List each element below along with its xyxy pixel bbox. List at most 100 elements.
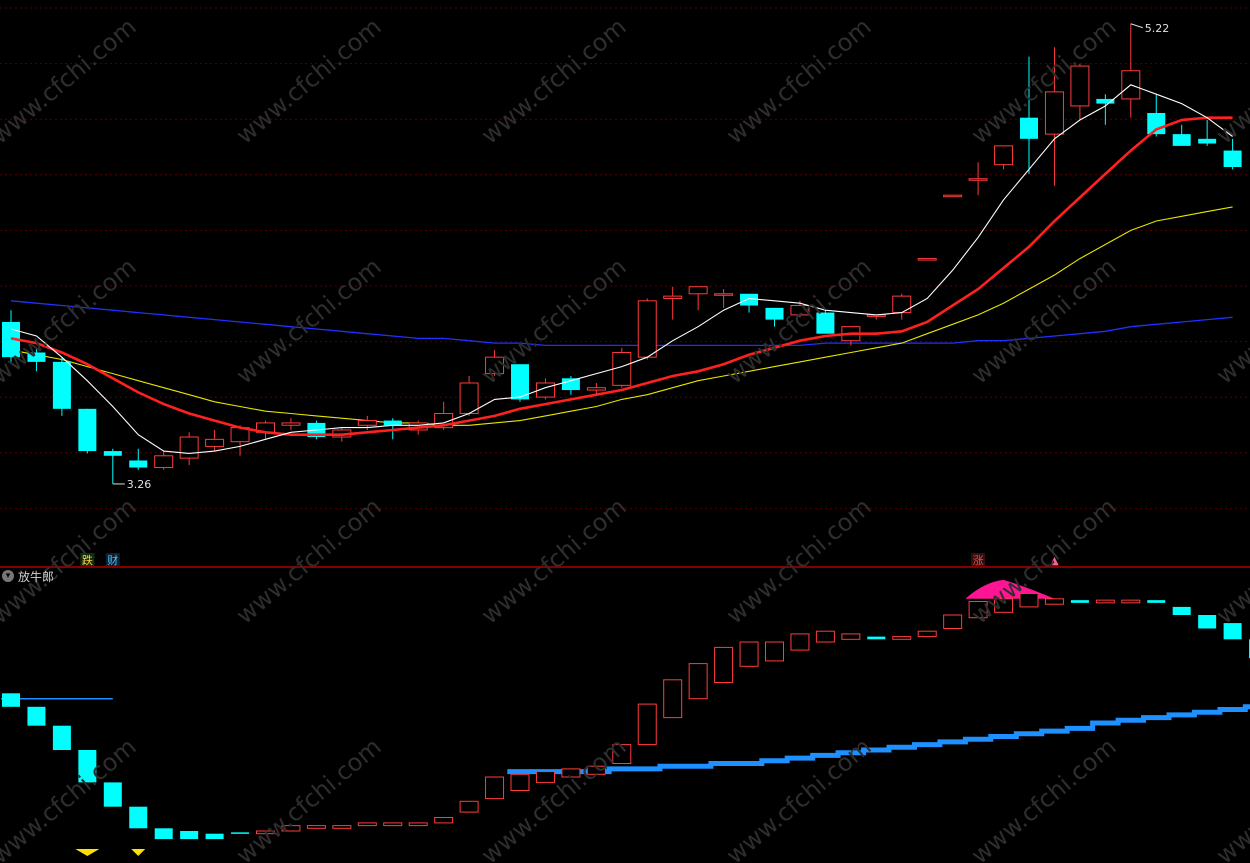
candle <box>1172 124 1191 146</box>
candle <box>612 347 632 388</box>
candle-body <box>511 364 529 400</box>
candle-body <box>52 361 71 409</box>
candle-body <box>663 295 683 299</box>
candle-body <box>688 286 708 295</box>
candle-body <box>561 378 580 391</box>
signal-badge <box>105 553 120 566</box>
signal-label: 跌 <box>82 553 93 567</box>
indicator-bar <box>1095 599 1115 604</box>
bottom-signal-marker <box>131 849 146 856</box>
indicator-header[interactable]: ▾ 放牛郎 <box>2 568 54 584</box>
indicator-bar <box>180 831 199 840</box>
candle-body <box>917 258 937 261</box>
indicator-bar <box>408 822 428 827</box>
indicator-bar <box>1198 615 1217 629</box>
candle <box>637 298 657 360</box>
bottom-signal-marker <box>75 849 100 856</box>
indicator-bar <box>1070 600 1089 603</box>
candle-body <box>816 312 835 334</box>
indicator-bar <box>2 693 20 707</box>
candle <box>917 258 937 261</box>
indicator-bar <box>78 750 97 783</box>
indicator-bar <box>968 601 988 619</box>
candle-body <box>1020 117 1038 139</box>
indicator-bar <box>205 833 224 840</box>
candle-body <box>27 352 46 362</box>
candle-body <box>1096 98 1115 104</box>
indicator-bar <box>510 773 530 791</box>
indicator-bar <box>943 614 963 629</box>
candle <box>103 448 122 484</box>
ma10-line <box>10 116 1233 437</box>
candle <box>485 350 505 376</box>
indicator-bar <box>637 703 657 746</box>
ma20-line <box>10 206 1233 426</box>
indicator-bar <box>994 598 1014 613</box>
candle-body <box>1198 138 1217 144</box>
candle <box>586 383 606 395</box>
candle <box>511 364 529 402</box>
signal-badge <box>80 553 95 566</box>
indicator-bar <box>154 828 173 840</box>
indicator-bar <box>586 765 606 775</box>
candle-body <box>103 451 122 456</box>
candle-body <box>637 300 657 358</box>
indicator-bar <box>256 830 275 835</box>
candle <box>994 145 1014 170</box>
indicator-bar <box>103 782 122 807</box>
indicator-bar <box>357 822 377 827</box>
high-price-label: 5.22 <box>1145 22 1170 35</box>
candle <box>179 432 199 466</box>
candle <box>535 378 555 400</box>
candle <box>27 347 46 372</box>
indicator-bar <box>688 663 708 700</box>
candle <box>1096 94 1115 125</box>
indicator-bar <box>434 817 454 824</box>
indicator-bar <box>790 633 810 651</box>
signal-label: ▲ <box>1050 554 1059 567</box>
indicator-bar <box>739 641 759 667</box>
indicator-bar <box>1172 606 1191 615</box>
candle <box>688 286 708 311</box>
candle-body <box>1223 150 1242 167</box>
signal-label: 财 <box>107 553 118 567</box>
candle-body <box>714 293 734 296</box>
indicator-bar <box>129 806 148 829</box>
candle-body <box>78 408 97 452</box>
candle <box>1223 138 1242 170</box>
candle-body <box>129 460 148 468</box>
candle <box>129 448 148 470</box>
indicator-bar <box>561 768 581 778</box>
chevron-down-icon[interactable]: ▾ <box>2 570 14 582</box>
candle-body <box>1172 134 1191 146</box>
indicator-bar <box>231 832 250 834</box>
candle-body <box>383 420 402 426</box>
candle-body <box>179 436 199 459</box>
candle-body <box>357 420 377 426</box>
candle-body <box>485 356 505 375</box>
candle <box>714 289 734 308</box>
indicator-bar <box>27 706 46 726</box>
candle <box>561 375 580 395</box>
candle-body <box>1044 91 1064 135</box>
indicator-bar <box>383 822 403 827</box>
ma5-line <box>10 84 1233 454</box>
indicator-bar <box>612 744 632 764</box>
candle-body <box>1070 65 1090 107</box>
indicator-hump <box>965 579 1055 599</box>
indicator-bar <box>52 725 71 750</box>
ma20-path <box>10 206 1233 426</box>
indicator-bar <box>765 641 784 662</box>
candle <box>2 310 20 362</box>
candle-body <box>205 438 225 447</box>
candle <box>281 418 301 430</box>
candle <box>765 307 784 327</box>
indicator-bar <box>1121 599 1141 604</box>
signal-badge <box>971 553 986 566</box>
indicator-bar <box>535 771 555 783</box>
candle <box>740 293 759 313</box>
candle-body <box>281 422 301 426</box>
ma60-path <box>10 300 1233 347</box>
candle <box>892 293 912 320</box>
candle <box>968 162 988 196</box>
